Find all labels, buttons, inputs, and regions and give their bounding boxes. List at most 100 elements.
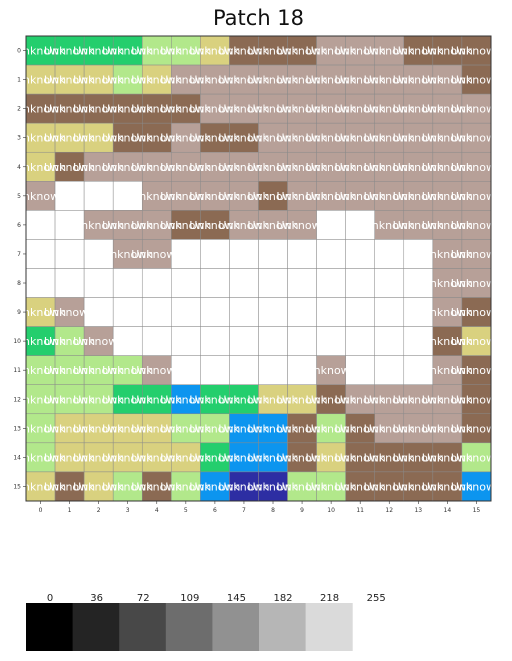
y-tick-label: 2 — [17, 106, 21, 113]
heatmap-cell — [403, 355, 434, 385]
heatmap-cell — [432, 297, 463, 327]
cell-label: Unknown — [247, 190, 298, 203]
cell-label: Unknown — [306, 393, 357, 406]
x-tick-label: 15 — [473, 507, 481, 514]
heatmap-cell — [403, 384, 434, 415]
cell-label: Unknown — [131, 422, 182, 435]
heatmap-cell — [374, 93, 405, 124]
heatmap-cell — [461, 471, 492, 502]
cell-label: Unknown — [218, 132, 269, 145]
heatmap-cell — [229, 413, 259, 444]
heatmap-cell — [432, 413, 463, 444]
heatmap-cell — [200, 442, 230, 473]
cell-label: Unknown — [218, 393, 269, 406]
y-tick-label: 1 — [17, 77, 21, 84]
y-tick-label: 9 — [17, 309, 21, 316]
heatmap-cell — [200, 93, 230, 124]
heatmap-cell — [461, 35, 492, 66]
heatmap-cell — [287, 471, 317, 502]
x-tick-label: 1 — [68, 507, 72, 514]
cell-label: Unknown — [189, 451, 240, 464]
cell-label: Unknown — [44, 161, 95, 174]
heatmap-cell — [316, 93, 346, 124]
heatmap-cell — [432, 384, 463, 415]
cell-label: Unknown — [247, 451, 298, 464]
heatmap-cell — [229, 239, 259, 269]
heatmap-cell — [345, 471, 375, 502]
heatmap-cell — [316, 122, 346, 153]
cell-label: Unknown — [102, 161, 153, 174]
heatmap-cell — [461, 210, 492, 240]
y-tick-label: 10 — [13, 338, 21, 345]
heatmap-cell — [461, 93, 492, 124]
heatmap-cell — [403, 297, 434, 327]
heatmap-cell — [403, 268, 434, 298]
y-tick-label: 11 — [13, 367, 21, 374]
cell-label: Unknown — [15, 451, 66, 464]
cell-label: Unknown — [393, 393, 444, 406]
cell-label: Unknown — [422, 306, 473, 319]
heatmap-cell — [432, 268, 463, 298]
heatmap-cell — [25, 64, 56, 95]
cell-label: Unknown — [335, 190, 386, 203]
x-tick-label: 4 — [155, 507, 159, 514]
cell-label: Unknown — [451, 103, 502, 116]
heatmap-cell — [461, 413, 492, 444]
heatmap-cell — [54, 122, 85, 153]
heatmap-cell — [25, 35, 56, 66]
heatmap-cell — [316, 297, 346, 327]
cell-label: Unknown — [277, 74, 328, 87]
colorbar-tick-label: 109 — [180, 593, 199, 604]
cell-label: Unknown — [131, 393, 182, 406]
cell-label: Unknown — [451, 248, 502, 261]
heatmap-cell — [345, 35, 375, 66]
heatmap-cell — [200, 64, 230, 95]
cell-label: Unknown — [247, 422, 298, 435]
plot-frame — [25, 35, 492, 502]
heatmap-cell — [374, 326, 405, 356]
cell-label: Unknown — [131, 132, 182, 145]
heatmap-cell — [403, 326, 434, 356]
cell-label: Unknown — [218, 45, 269, 58]
heatmap-cell — [403, 442, 434, 473]
heatmap-cell — [229, 297, 259, 327]
heatmap-cell — [141, 210, 172, 240]
cell-label: Unknown — [451, 480, 502, 493]
y-tick-label: 4 — [17, 164, 21, 171]
cell-label: Unknown — [102, 45, 153, 58]
heatmap-cell — [141, 181, 172, 211]
heatmap-cell — [374, 355, 405, 385]
colorbar-tick-label: 36 — [90, 593, 103, 604]
cell-label: Unknown — [15, 74, 66, 87]
heatmap-cell — [54, 297, 85, 327]
cell-label: Unknown — [160, 132, 211, 145]
cell-label: Unknown — [364, 393, 415, 406]
cell-label: Unknown — [131, 219, 182, 232]
heatmap-cell — [83, 471, 114, 502]
cell-label: Unknown — [422, 45, 473, 58]
cell-label: Unknown — [73, 219, 124, 232]
cell-label: Unknown — [44, 45, 95, 58]
cell-label: Unknown — [451, 422, 502, 435]
cell-label: Unknown — [451, 74, 502, 87]
cell-label: Unknown — [160, 451, 211, 464]
cell-label: Unknown — [335, 451, 386, 464]
cell-label: Unknown — [15, 103, 66, 116]
cell-label: Unknown — [160, 161, 211, 174]
cell-label: Unknown — [247, 393, 298, 406]
heatmap-cell — [229, 442, 259, 473]
cell-label: Unknown — [131, 74, 182, 87]
cell-label: Unknown — [189, 161, 240, 174]
cell-label: Unknown — [451, 335, 502, 348]
cell-label: Unknown — [247, 219, 298, 232]
heatmap-cell — [171, 122, 201, 153]
cell-label: Unknown — [422, 451, 473, 464]
heatmap-cell — [171, 181, 201, 211]
x-tick-label: 7 — [242, 507, 246, 514]
cell-label: Unknown — [422, 480, 473, 493]
cell-label: Unknown — [44, 393, 95, 406]
x-tick-label: 10 — [327, 507, 335, 514]
cell-label: Unknown — [218, 74, 269, 87]
colorbar-swatch — [165, 603, 213, 651]
cell-label: Unknown — [131, 190, 182, 203]
